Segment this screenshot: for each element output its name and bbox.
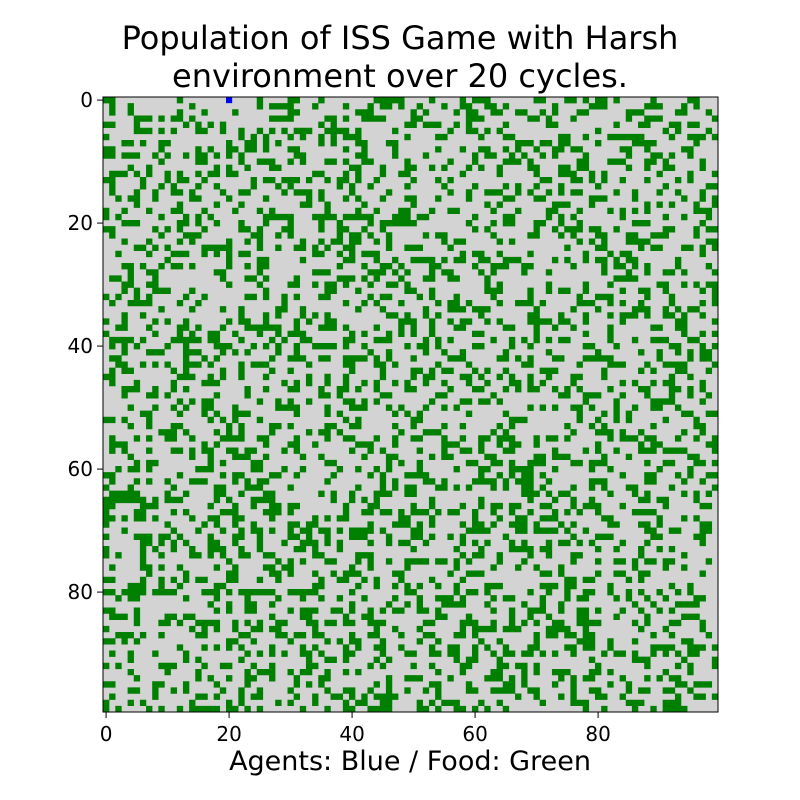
food-cells	[103, 97, 719, 713]
y-tick-label: 40	[68, 334, 93, 358]
x-tick-label: 20	[216, 722, 241, 746]
y-tick-label: 20	[68, 211, 93, 235]
x-tick-label: 80	[585, 722, 610, 746]
y-tick-label: 80	[68, 580, 93, 604]
chart-title-line-1: Population of ISS Game with Harsh	[121, 19, 679, 57]
chart-title-line-2: environment over 20 cycles.	[172, 57, 628, 95]
agent-cell-0	[226, 97, 233, 104]
heatmap-cells	[103, 97, 719, 713]
y-tick-label: 60	[68, 457, 93, 481]
x-axis-label: Agents: Blue / Food: Green	[229, 746, 591, 777]
x-tick-label: 0	[100, 722, 113, 746]
x-axis-ticks: 0 20 40 60 80	[100, 712, 611, 746]
axes-frame	[102, 96, 719, 713]
y-axis-ticks: 0 20 40 60 80	[68, 88, 103, 604]
x-tick-label: 40	[339, 722, 364, 746]
y-tick-label: 0	[80, 88, 93, 112]
x-tick-label: 60	[462, 722, 487, 746]
